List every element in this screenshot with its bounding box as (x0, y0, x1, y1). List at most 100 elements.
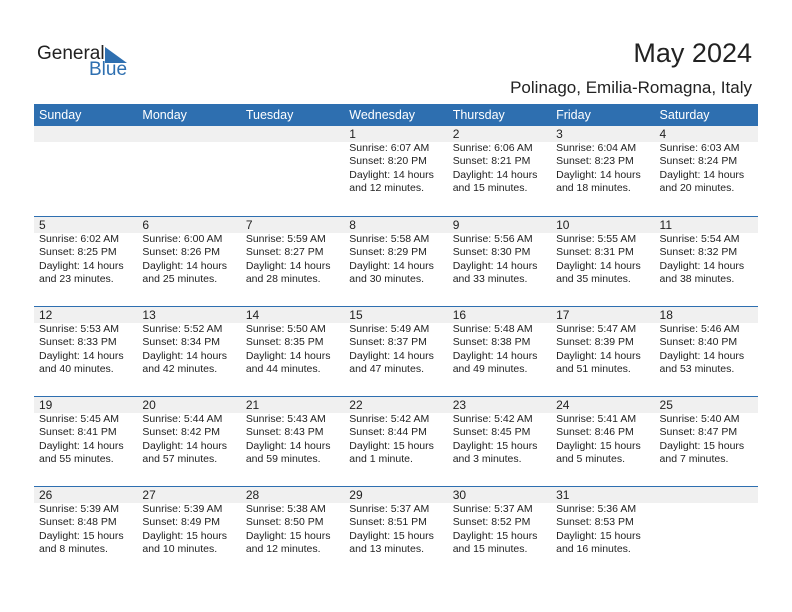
day-cell: 25 Sunrise: 5:40 AM Sunset: 8:47 PM Dayligh… (655, 397, 758, 486)
minutes-text: and 28 minutes. (245, 273, 321, 286)
day-cell: 15 Sunrise: 5:49 AM Sunset: 8:37 PM Dayligh… (344, 307, 447, 396)
week-row: 12 Sunrise: 5:53 AM Sunset: 8:33 PM Dayligh… (34, 306, 758, 396)
sunrise-text: Sunrise: 5:56 AM (452, 233, 533, 245)
sunset-text: Sunset: 8:48 PM (39, 516, 117, 529)
day-number: 4 (659, 127, 667, 141)
sunrise-text: Sunrise: 5:42 AM (349, 413, 430, 425)
sunrise-text: Sunrise: 6:06 AM (452, 142, 533, 154)
minutes-text: and 25 minutes. (142, 273, 218, 286)
minutes-text: and 1 minute. (349, 453, 413, 466)
sunrise-text: Sunrise: 5:44 AM (142, 413, 223, 425)
sunrise-text: Sunrise: 5:49 AM (349, 323, 430, 335)
day-cell: 23 Sunrise: 5:42 AM Sunset: 8:45 PM Dayligh… (448, 397, 551, 486)
sunrise-text: Sunrise: 5:53 AM (39, 323, 119, 335)
day-cell: 11 Sunrise: 5:54 AM Sunset: 8:32 PM Dayligh… (655, 217, 758, 306)
calendar-grid: 1 Sunrise: 6:07 AM Sunset: 8:20 PM Daylight… (34, 126, 758, 576)
logo-word-general: General (37, 43, 105, 64)
minutes-text: and 49 minutes. (452, 363, 528, 376)
sunrise-text: Sunrise: 5:52 AM (142, 323, 223, 335)
sunset-text: Sunset: 8:49 PM (142, 516, 221, 529)
sunset-text: Sunset: 8:43 PM (245, 426, 324, 439)
day-number: 15 (349, 308, 363, 322)
sunrise-text: Sunrise: 6:02 AM (39, 233, 119, 245)
day-number: 13 (142, 308, 156, 322)
day-cell: 16 Sunrise: 5:48 AM Sunset: 8:38 PM Dayligh… (448, 307, 551, 396)
day-number: 29 (349, 488, 363, 502)
minutes-text: and 47 minutes. (349, 363, 424, 376)
daylight-text: Daylight: 14 hours (452, 168, 538, 181)
sunset-text: Sunset: 8:32 PM (659, 246, 738, 259)
weekday-friday: Friday (556, 108, 591, 122)
daylight-text: Daylight: 14 hours (245, 439, 331, 452)
minutes-text: and 38 minutes. (659, 273, 735, 286)
minutes-text: and 35 minutes. (556, 273, 631, 286)
daylight-text: Daylight: 15 hours (452, 529, 538, 542)
sunrise-text: Sunrise: 5:47 AM (556, 323, 637, 335)
daylight-text: Daylight: 15 hours (39, 529, 124, 542)
day-cell: 26 Sunrise: 5:39 AM Sunset: 8:48 PM Dayligh… (34, 487, 137, 576)
minutes-text: and 3 minutes. (452, 453, 522, 466)
day-number: 10 (556, 218, 570, 232)
logo-triangle-icon (105, 47, 127, 63)
minutes-text: and 12 minutes. (245, 543, 321, 556)
minutes-text: and 40 minutes. (39, 363, 114, 376)
day-cell: 24 Sunrise: 5:41 AM Sunset: 8:46 PM Dayligh… (551, 397, 654, 486)
sunset-text: Sunset: 8:47 PM (659, 426, 738, 439)
week-row: 26 Sunrise: 5:39 AM Sunset: 8:48 PM Dayligh… (34, 486, 758, 576)
empty-cell (655, 487, 758, 576)
minutes-text: and 16 minutes. (556, 543, 631, 556)
day-cell: 9 Sunrise: 5:56 AM Sunset: 8:30 PM Daylight… (448, 217, 551, 306)
day-cell: 5 Sunrise: 6:02 AM Sunset: 8:25 PM Daylight… (34, 217, 137, 306)
sunset-text: Sunset: 8:37 PM (349, 336, 427, 349)
day-cell: 20 Sunrise: 5:44 AM Sunset: 8:42 PM Dayligh… (137, 397, 240, 486)
daylight-text: Daylight: 14 hours (659, 259, 745, 272)
sunrise-text: Sunrise: 5:42 AM (452, 413, 533, 425)
sunset-text: Sunset: 8:42 PM (142, 426, 221, 439)
day-number: 1 (349, 127, 356, 141)
sunrise-text: Sunrise: 5:54 AM (659, 233, 740, 245)
sunrise-text: Sunrise: 5:37 AM (349, 503, 430, 515)
day-number: 17 (556, 308, 570, 322)
day-cell: 19 Sunrise: 5:45 AM Sunset: 8:41 PM Dayligh… (34, 397, 137, 486)
sunset-text: Sunset: 8:41 PM (39, 426, 117, 439)
minutes-text: and 5 minutes. (556, 453, 625, 466)
page-title: May 2024 (633, 38, 752, 68)
sunrise-text: Sunrise: 5:38 AM (245, 503, 326, 515)
sunset-text: Sunset: 8:20 PM (349, 155, 427, 168)
day-cell: 13 Sunrise: 5:52 AM Sunset: 8:34 PM Dayligh… (137, 307, 240, 396)
day-cell: 6 Sunrise: 6:00 AM Sunset: 8:26 PM Daylight… (137, 217, 240, 306)
day-cell: 17 Sunrise: 5:47 AM Sunset: 8:39 PM Dayligh… (551, 307, 654, 396)
daylight-text: Daylight: 14 hours (556, 259, 641, 272)
sunrise-text: Sunrise: 6:00 AM (142, 233, 223, 245)
day-cell: 21 Sunrise: 5:43 AM Sunset: 8:43 PM Dayligh… (241, 397, 344, 486)
sunrise-text: Sunrise: 6:07 AM (349, 142, 430, 154)
minutes-text: and 15 minutes. (452, 182, 528, 195)
day-number: 21 (245, 398, 260, 412)
daylight-text: Daylight: 14 hours (39, 259, 124, 272)
daylight-text: Daylight: 14 hours (659, 168, 745, 181)
day-cell: 22 Sunrise: 5:42 AM Sunset: 8:44 PM Dayligh… (344, 397, 447, 486)
weekday-thursday: Thursday (452, 108, 505, 122)
minutes-text: and 7 minutes. (659, 453, 729, 466)
day-number: 8 (349, 218, 356, 232)
minutes-text: and 33 minutes. (452, 273, 528, 286)
sunrise-text: Sunrise: 5:58 AM (349, 233, 430, 245)
daylight-text: Daylight: 14 hours (452, 259, 538, 272)
day-number: 30 (452, 488, 467, 502)
minutes-text: and 42 minutes. (142, 363, 218, 376)
day-cell: 14 Sunrise: 5:50 AM Sunset: 8:35 PM Dayligh… (241, 307, 344, 396)
sunrise-text: Sunrise: 5:50 AM (245, 323, 326, 335)
daylight-text: Daylight: 14 hours (245, 259, 331, 272)
sunset-text: Sunset: 8:34 PM (142, 336, 221, 349)
minutes-text: and 15 minutes. (452, 543, 528, 556)
sunset-text: Sunset: 8:40 PM (659, 336, 738, 349)
sunset-text: Sunset: 8:27 PM (245, 246, 324, 259)
week-row: 1 Sunrise: 6:07 AM Sunset: 8:20 PM Daylight… (34, 126, 758, 216)
daylight-text: Daylight: 15 hours (349, 529, 434, 542)
daylight-text: Daylight: 14 hours (39, 349, 124, 362)
daylight-text: Daylight: 14 hours (349, 349, 434, 362)
minutes-text: and 8 minutes. (39, 543, 108, 556)
sunset-text: Sunset: 8:29 PM (349, 246, 427, 259)
week-row: 5 Sunrise: 6:02 AM Sunset: 8:25 PM Daylight… (34, 216, 758, 306)
sunrise-text: Sunrise: 5:45 AM (39, 413, 119, 425)
